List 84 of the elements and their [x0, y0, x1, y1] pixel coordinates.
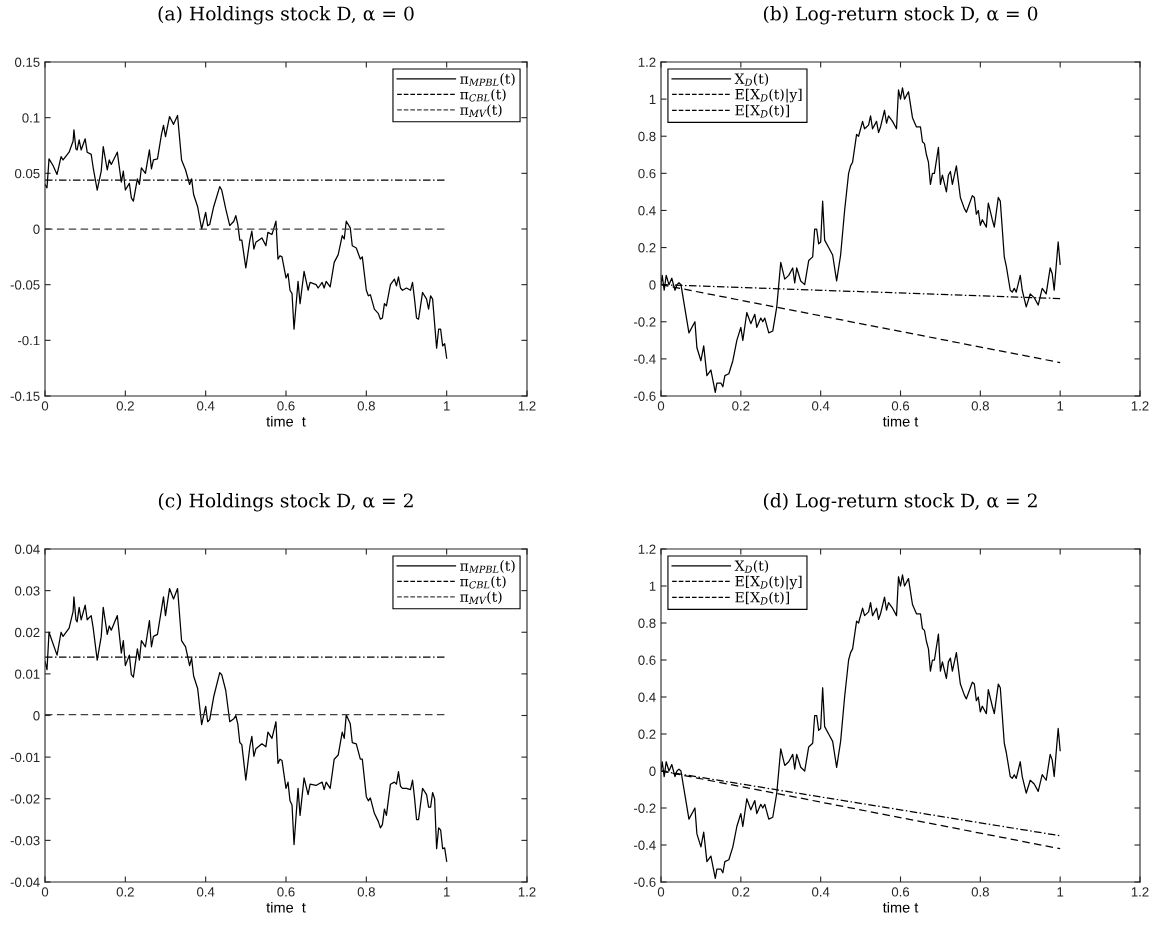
x-tick-label: 0.6 — [891, 401, 910, 411]
x-axis-title: time t — [266, 415, 306, 427]
x-axis-title: time t — [882, 901, 919, 913]
y-tick-label: 0.2 — [638, 729, 656, 739]
x-axis-title: time t — [266, 901, 306, 913]
chart-title: (d) Log-return stock D, α = 2 — [763, 493, 1037, 512]
legend-label: E[X$_{D}$(t)] — [735, 591, 789, 605]
x-tick-label: 0.8 — [971, 887, 989, 897]
y-tick-label: 0.04 — [14, 544, 40, 554]
y-tick-label: 1.2 — [638, 544, 656, 554]
x-tick-label: 0.8 — [357, 401, 375, 411]
y-tick-label: -0.6 — [633, 877, 656, 887]
y-tick-label: 0 — [33, 711, 40, 721]
x-tick-label: 1 — [444, 887, 450, 897]
y-tick-label: 0.2 — [638, 243, 656, 253]
y-tick-label: 0.4 — [638, 206, 656, 216]
y-tick-label: 0.4 — [638, 692, 656, 702]
y-tick-label: -0.1 — [17, 335, 40, 346]
x-tick-label: 0.8 — [357, 887, 375, 897]
x-tick-label: 1 — [1057, 401, 1064, 411]
legend-label: E[X$_{D}$(t)] — [735, 104, 789, 118]
y-tick-label: -0.05 — [10, 280, 40, 290]
x-tick-label: 0.2 — [116, 887, 134, 897]
y-tick-label: 0.05 — [14, 168, 40, 179]
y-tick-label: 0.02 — [14, 627, 40, 638]
x-tick-label: 0.2 — [116, 401, 134, 411]
legend-label: π$_{CBL}$(t) — [460, 575, 506, 589]
legend-label: π$_{MPBL}$(t) — [460, 73, 515, 86]
x-tick-label: 1 — [444, 401, 450, 411]
legend-label: π$_{MV}$(t) — [460, 591, 502, 604]
x-tick-label: 0.4 — [812, 401, 830, 411]
y-tick-label: -0.15 — [10, 391, 40, 401]
y-tick-label: 1 — [649, 581, 656, 591]
y-tick-label: -0.03 — [10, 835, 40, 846]
y-tick-label: 0.8 — [638, 618, 656, 628]
legend-label: X$_{D}$(t) — [734, 560, 769, 573]
y-tick-label: 0 — [33, 224, 40, 234]
y-tick-label: 0.01 — [14, 669, 40, 679]
chart-title: (c) Holdings stock D, α = 2 — [158, 493, 413, 512]
x-tick-label: 0.4 — [812, 887, 830, 897]
x-tick-label: 0.2 — [732, 401, 750, 411]
x-tick-label: 1.2 — [518, 401, 536, 411]
x-tick-label: 0 — [41, 401, 49, 411]
y-tick-label: 0.03 — [14, 586, 40, 596]
legend-label: X$_{D}$(t) — [734, 73, 769, 86]
legend-label: π$_{MPBL}$(t) — [460, 560, 515, 573]
x-tick-label: 0.6 — [891, 887, 910, 897]
y-tick-label: -0.01 — [10, 752, 40, 763]
x-tick-label: 1.2 — [1131, 887, 1149, 897]
y-tick-label: -0.4 — [633, 840, 656, 850]
x-tick-label: 1 — [1057, 887, 1064, 897]
x-tick-label: 0.4 — [197, 887, 215, 897]
x-tick-label: 1.2 — [518, 887, 536, 897]
chart-title: (b) Log-return stock D, α = 0 — [763, 6, 1038, 25]
y-tick-label: -0.2 — [633, 803, 656, 813]
y-tick-label: -0.04 — [10, 877, 40, 887]
x-tick-label: 0 — [657, 887, 665, 897]
x-tick-label: 0.6 — [277, 401, 295, 411]
chart-title: (a) Holdings stock D, α = 0 — [158, 6, 414, 25]
y-tick-label: 0.15 — [14, 57, 40, 67]
y-tick-label: 0 — [649, 280, 656, 290]
x-tick-label: 0.6 — [277, 887, 295, 897]
y-tick-label: 0.6 — [638, 655, 656, 665]
legend-label: π$_{MV}$(t) — [460, 104, 502, 117]
y-tick-label: 1 — [649, 94, 656, 104]
x-tick-label: 0.4 — [197, 401, 215, 411]
x-tick-label: 0 — [41, 887, 49, 897]
x-tick-label: 0.2 — [732, 887, 750, 897]
x-tick-label: 0.8 — [971, 401, 989, 411]
y-tick-label: 0 — [649, 766, 656, 776]
y-tick-label: 0.8 — [638, 131, 656, 142]
y-tick-label: -0.02 — [10, 794, 40, 804]
y-tick-label: -0.2 — [633, 317, 656, 327]
legend-label: π$_{CBL}$(t) — [460, 88, 506, 102]
y-tick-label: 1.2 — [638, 57, 656, 67]
y-tick-label: -0.4 — [633, 354, 656, 364]
y-tick-label: 0.6 — [638, 168, 656, 179]
legend-label: E[X$_{D}$(t)|y] — [735, 88, 802, 103]
legend-label: E[X$_{D}$(t)|y] — [735, 575, 802, 590]
x-tick-label: 0 — [657, 401, 665, 411]
y-tick-label: 0.1 — [22, 113, 40, 123]
x-axis-title: time t — [882, 415, 919, 427]
y-tick-label: -0.6 — [633, 391, 656, 401]
x-tick-label: 1.2 — [1131, 401, 1149, 411]
